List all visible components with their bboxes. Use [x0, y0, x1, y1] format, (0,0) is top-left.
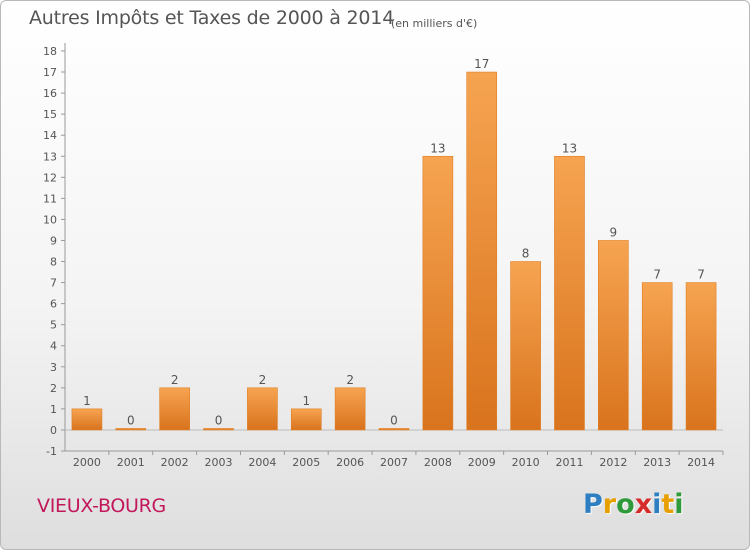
x-tick-label: 2014 — [687, 456, 715, 469]
x-tick-label: 2001 — [117, 456, 145, 469]
x-tick-label: 2010 — [512, 456, 540, 469]
logo-letter: o — [616, 489, 635, 520]
bar-data-label: 13 — [430, 141, 445, 155]
bar-data-label: 0 — [390, 413, 398, 427]
bar — [290, 408, 322, 431]
chart-bars — [71, 71, 717, 431]
logo-letter: i — [652, 489, 662, 520]
y-tick-label: 10 — [43, 213, 57, 226]
bar — [378, 428, 410, 431]
y-tick-label: 12 — [43, 171, 57, 184]
bar-data-label: 7 — [653, 268, 661, 282]
logo-letter: P — [583, 489, 603, 520]
x-tick-label: 2007 — [380, 456, 408, 469]
bar-data-label: 0 — [127, 413, 135, 427]
chart-unit-note: (en milliers d'€) — [391, 17, 478, 30]
y-tick-label: -1 — [46, 445, 57, 458]
x-tick-label: 2006 — [336, 456, 364, 469]
y-tick-label: 15 — [43, 108, 57, 121]
bar-data-label: 13 — [562, 141, 577, 155]
x-tick-label: 2005 — [292, 456, 320, 469]
x-tick-label: 2002 — [161, 456, 189, 469]
x-tick-label: 2000 — [73, 456, 101, 469]
x-tick-label: 2012 — [599, 456, 627, 469]
bar — [510, 261, 541, 431]
logo-letter: x — [634, 489, 653, 520]
x-tick-label: 2013 — [643, 456, 671, 469]
bar-data-label: 2 — [259, 373, 267, 387]
bar — [466, 71, 498, 431]
y-tick-label: 4 — [50, 340, 57, 353]
y-tick-label: 8 — [50, 256, 57, 269]
bar-data-label: 2 — [171, 373, 179, 387]
bar — [334, 387, 366, 431]
x-tick-label: 2011 — [555, 456, 583, 469]
bar-data-label: 0 — [215, 413, 223, 427]
x-tick-label: 2009 — [468, 456, 496, 469]
bar-data-label: 17 — [474, 57, 489, 71]
y-tick-label: 2 — [50, 382, 57, 395]
y-tick-label: 17 — [43, 66, 57, 79]
bar-data-label: 9 — [610, 225, 618, 239]
logo-letter: i — [674, 489, 684, 520]
x-tick-label: 2004 — [248, 456, 276, 469]
bar — [685, 282, 717, 431]
y-tick-label: 11 — [43, 192, 57, 205]
bar-data-label: 8 — [522, 247, 530, 261]
chart-title: Autres Impôts et Taxes de 2000 à 2014 — [29, 7, 395, 29]
y-tick-label: 9 — [50, 234, 57, 247]
y-tick-label: 0 — [50, 424, 57, 437]
logo-letter: t — [661, 489, 675, 520]
bar — [422, 155, 454, 431]
commune-name: VIEUX-BOURG — [37, 495, 166, 517]
bar-data-label: 1 — [83, 394, 91, 408]
proxiti-logo: Proxiti — [583, 489, 684, 520]
y-tick-label: 13 — [43, 150, 57, 163]
y-tick-label: 7 — [50, 277, 57, 290]
bar — [203, 428, 234, 431]
bar — [115, 428, 147, 431]
x-tick-label: 2008 — [424, 456, 452, 469]
bar — [598, 240, 629, 431]
chart-data-labels: 1 0 2 0 2 1 2 0 13 17 8 13 9 7 7 — [83, 57, 705, 427]
bar — [641, 282, 673, 431]
logo-letter: r — [602, 489, 617, 520]
bar — [71, 408, 103, 431]
bar-data-label: 7 — [697, 268, 705, 282]
bar-data-label: 1 — [302, 394, 310, 408]
bar — [554, 155, 585, 431]
bar — [159, 387, 190, 431]
y-tick-label: 3 — [50, 361, 57, 374]
y-tick-label: 1 — [50, 403, 57, 416]
y-tick-label: 18 — [43, 45, 57, 58]
bar-data-label: 2 — [346, 373, 354, 387]
x-tick-label: 2003 — [205, 456, 233, 469]
y-tick-label: 14 — [43, 129, 57, 142]
y-tick-label: 6 — [50, 298, 57, 311]
y-tick-label: 16 — [43, 87, 57, 100]
y-tick-label: 5 — [50, 319, 57, 332]
bar — [247, 387, 278, 431]
